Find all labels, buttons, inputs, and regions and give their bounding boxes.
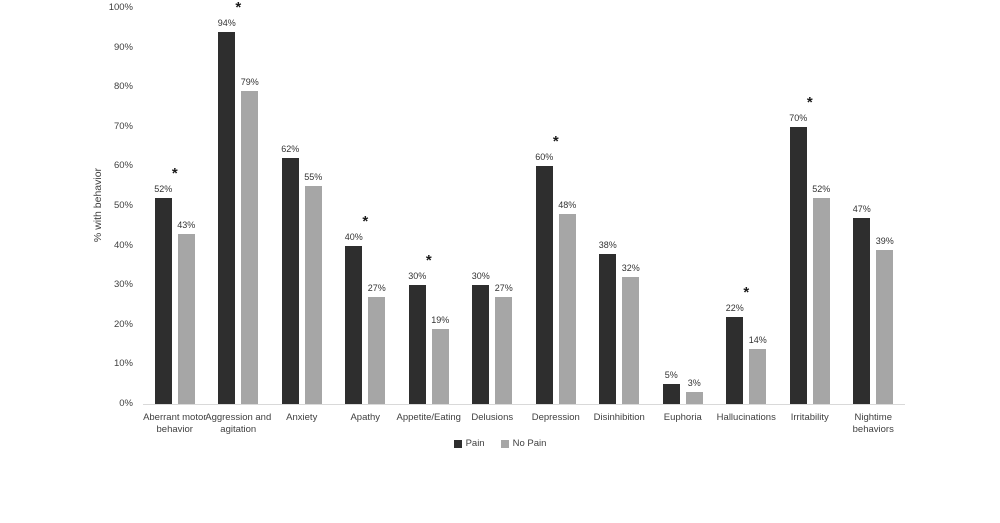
value-label-no-pain: 27% bbox=[367, 283, 386, 293]
bar-no-pain bbox=[558, 214, 576, 404]
category-label: Apathy bbox=[350, 412, 381, 423]
value-label-no-pain: 79% bbox=[240, 77, 259, 87]
value-label-pain: 94% bbox=[217, 18, 236, 28]
bar-pain bbox=[726, 317, 744, 404]
category-label: Nightime behaviors bbox=[852, 412, 894, 436]
value-label-pain: 62% bbox=[281, 144, 300, 154]
y-tick-label: 0% bbox=[119, 398, 133, 409]
y-tick-label: 20% bbox=[113, 318, 133, 330]
value-label-no-pain: 19% bbox=[431, 315, 450, 325]
value-label-pain: 52% bbox=[154, 184, 173, 194]
category-label: Euphoria bbox=[663, 412, 702, 423]
y-tick-label: 60% bbox=[113, 160, 133, 172]
value-label-pain: 22% bbox=[725, 303, 744, 313]
legend-item-pain: Pain bbox=[453, 438, 485, 449]
value-label-pain: 70% bbox=[789, 113, 808, 123]
bar-pain bbox=[472, 285, 490, 404]
value-label-pain: 30% bbox=[471, 271, 490, 281]
bar-pain bbox=[853, 218, 871, 404]
value-label-no-pain: 39% bbox=[875, 236, 894, 246]
bar-pain bbox=[281, 158, 299, 404]
bar-no-pain bbox=[876, 250, 894, 404]
bar-pain bbox=[789, 127, 807, 404]
value-label-pain: 47% bbox=[852, 204, 871, 214]
y-tick-label: 70% bbox=[113, 120, 133, 132]
bar-no-pain bbox=[495, 297, 513, 404]
value-label-no-pain: 43% bbox=[177, 220, 196, 230]
y-tick-label: 40% bbox=[113, 239, 133, 251]
bar-pain bbox=[535, 166, 553, 404]
category-label: Depression bbox=[531, 412, 580, 423]
significance-asterisk: * bbox=[425, 252, 432, 269]
bar-pain bbox=[218, 32, 236, 404]
y-tick-label: 80% bbox=[113, 81, 133, 93]
value-label-pain: 40% bbox=[344, 232, 363, 242]
legend-item-no-pain: No Pain bbox=[500, 438, 547, 449]
legend-swatch-no-pain bbox=[500, 439, 509, 448]
value-label-pain: 38% bbox=[598, 240, 617, 250]
bar-no-pain bbox=[177, 234, 195, 404]
legend: Pain No Pain bbox=[40, 438, 960, 449]
value-label-no-pain: 14% bbox=[748, 335, 767, 345]
category-label: Hallucinations bbox=[716, 412, 776, 423]
value-label-no-pain: 32% bbox=[621, 263, 640, 273]
y-tick-label: 10% bbox=[113, 358, 133, 370]
significance-asterisk: * bbox=[743, 284, 750, 301]
y-tick-label: 50% bbox=[113, 200, 133, 211]
category-label: Anxiety bbox=[286, 412, 318, 423]
y-tick-label: 30% bbox=[113, 279, 133, 291]
significance-asterisk: * bbox=[806, 94, 813, 111]
bar-pain bbox=[345, 246, 363, 404]
bar-pain bbox=[662, 384, 680, 404]
bar-no-pain bbox=[685, 392, 703, 404]
legend-swatch-pain bbox=[453, 439, 462, 448]
value-label-no-pain: 55% bbox=[304, 172, 323, 182]
y-tick-label: 100% bbox=[108, 2, 133, 13]
value-label-pain: 30% bbox=[408, 271, 427, 281]
bar-pain bbox=[408, 285, 426, 404]
category-label: Irritability bbox=[790, 412, 829, 423]
legend-label-no-pain: No Pain bbox=[512, 438, 547, 449]
category-label: Disinhibition bbox=[593, 412, 645, 423]
category-label: Delusions bbox=[471, 412, 514, 423]
bar-no-pain bbox=[431, 329, 449, 404]
bar-no-pain bbox=[622, 277, 640, 404]
bar-no-pain bbox=[749, 349, 767, 404]
legend-label-pain: Pain bbox=[465, 438, 485, 449]
bar-no-pain bbox=[368, 297, 386, 404]
category-label: Aberrant motor behavior bbox=[143, 412, 207, 436]
bar-pain bbox=[599, 254, 617, 404]
value-label-no-pain: 27% bbox=[494, 283, 513, 293]
bar-pain bbox=[154, 198, 172, 404]
value-label-no-pain: 48% bbox=[558, 200, 577, 210]
value-label-pain: 5% bbox=[664, 370, 678, 380]
category-label: Aggression and agitation bbox=[205, 412, 272, 436]
y-tick-label: 90% bbox=[113, 41, 133, 53]
significance-asterisk: * bbox=[171, 165, 178, 182]
significance-asterisk: * bbox=[235, 0, 242, 16]
plot-area: 52% 43% * 94% 79% * 62% 55% 40% 27% * 30% 19% * 30% 27%… bbox=[143, 0, 905, 405]
value-label-no-pain: 52% bbox=[812, 184, 831, 194]
bar-no-pain bbox=[304, 186, 322, 404]
category-label: Appetite/Eating bbox=[396, 412, 461, 423]
value-label-no-pain: 3% bbox=[687, 378, 701, 388]
bar-no-pain bbox=[241, 91, 259, 404]
value-label-pain: 60% bbox=[535, 152, 554, 162]
significance-asterisk: * bbox=[362, 213, 369, 230]
significance-asterisk: * bbox=[552, 133, 559, 150]
bar-no-pain bbox=[812, 198, 830, 404]
